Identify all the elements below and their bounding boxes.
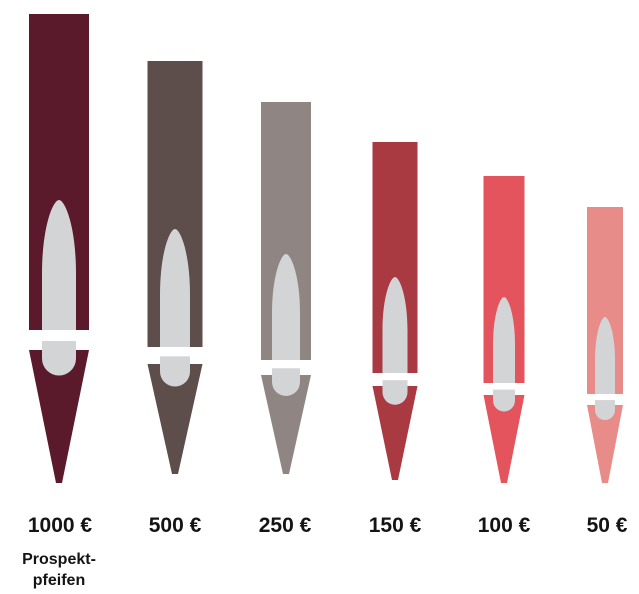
prospekt-caption: Prospekt- pfeifen: [14, 549, 104, 591]
pipe-250-mouth: [272, 254, 300, 396]
price-label-250: 250 €: [258, 514, 312, 537]
price-label-150: 150 €: [368, 514, 422, 537]
pipe-500-foot: [147, 364, 203, 474]
pipe-50-gap-band: [584, 394, 626, 401]
caption-line-2: pfeifen: [32, 572, 86, 589]
caption-line-1: Prospekt-: [22, 551, 96, 568]
pipe-1000-mouth: [42, 200, 76, 376]
price-label-100: 100 €: [477, 514, 531, 537]
pipe-100-mouth: [493, 297, 515, 412]
pipe-1000-gap-band: [27, 330, 91, 341]
price-label-500: 500 €: [148, 514, 202, 537]
price-label-1000: 1000 €: [27, 514, 93, 537]
pipe-1000: [27, 14, 91, 483]
pipe-100: [480, 176, 528, 483]
pipe-100-foot: [483, 395, 525, 483]
pipe-250-gap-band: [258, 360, 314, 369]
pipe-150-gap-band: [369, 373, 421, 381]
pipe-150-mouth: [382, 277, 408, 405]
pipe-500-mouth: [160, 229, 190, 387]
pipe-500-gap-band: [144, 347, 206, 357]
price-label-50: 50 €: [586, 514, 628, 537]
pipe-50-foot: [587, 405, 623, 483]
pipe-250-foot: [261, 375, 311, 474]
pipe-50-mouth: [595, 317, 615, 420]
pipe-50: [584, 207, 626, 483]
pipe-150: [369, 142, 421, 480]
pipe-500: [144, 61, 206, 474]
pipe-150-foot: [372, 386, 418, 480]
pipe-100-gap-band: [480, 383, 528, 390]
pipe-1000-foot: [29, 350, 89, 483]
pipe-250: [258, 102, 314, 474]
